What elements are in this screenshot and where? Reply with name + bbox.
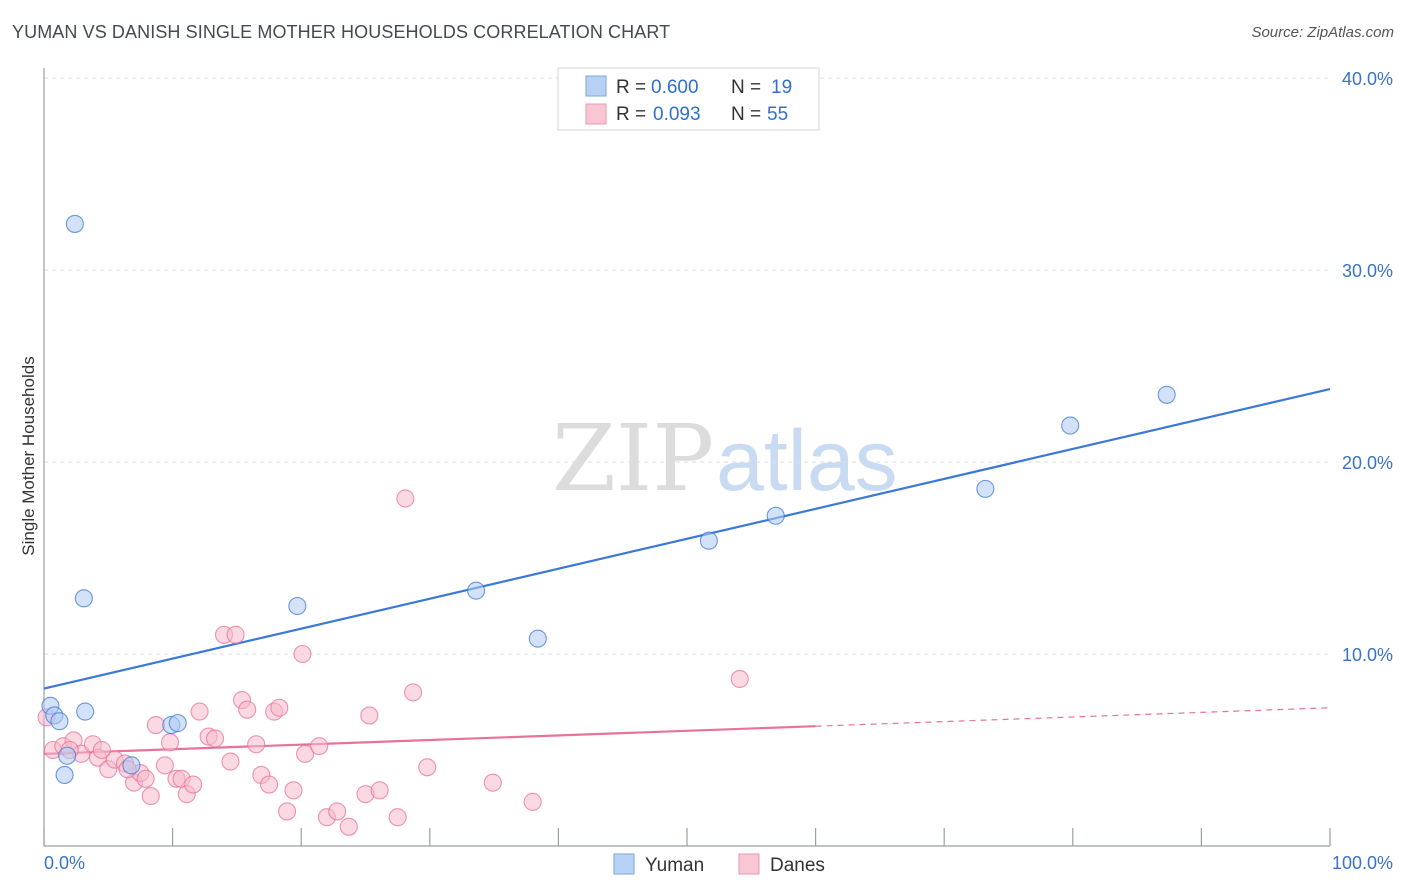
point-yuman-8 [122,756,141,775]
chart-title: YUMAN VS DANISH SINGLE MOTHER HOUSEHOLDS… [12,22,671,42]
x-ticks [43,828,1331,846]
legend-swatch-danes [585,103,607,125]
point-yuman-18 [1157,385,1176,404]
watermark-atlas: atlas [716,413,898,509]
x-tick-label-max: 100.0% [1332,853,1393,873]
point-danes-37 [296,744,315,763]
legend-swatch-yuman [585,75,607,97]
point-yuman-7 [76,702,95,721]
point-danes-20 [184,775,203,794]
point-danes-29 [247,735,266,754]
x-tick-label-min: 0.0% [44,853,85,873]
y-tick-label-40: 40.0% [1342,69,1393,89]
data-points [37,214,1176,836]
y-tick-labels: 10.0% 20.0% 30.0% 40.0% [1342,69,1393,665]
point-danes-28 [238,700,257,719]
legend-n-value-yuman: 19 [771,77,792,98]
point-danes-35 [284,781,303,800]
point-danes-23 [205,729,225,748]
bottom-legend-label-yuman: Yuman [645,855,704,876]
point-danes-16 [160,733,180,752]
point-yuman-3 [55,765,74,785]
point-yuman-4 [58,746,77,765]
legend-r-value-danes: 0.093 [653,104,701,125]
point-danes-51 [730,669,749,689]
point-danes-50 [523,792,542,811]
bottom-legend-swatch-yuman [613,853,635,875]
point-danes-31 [259,775,279,794]
point-danes-53 [92,740,111,760]
trend-line-danes-extension [815,707,1331,727]
legend-n-label-danes: N = [731,104,761,125]
legend-n-label-yuman: N = [731,77,761,98]
bottom-legend-label-danes: Danes [770,855,825,876]
point-danes-12 [136,769,155,788]
bottom-legend: Yuman Danes [613,853,825,876]
point-yuman-14 [699,531,718,550]
point-yuman-11 [288,596,307,616]
point-danes-13 [141,787,160,806]
point-yuman-13 [528,629,547,648]
y-axis-label: Single Mother Households [19,356,38,555]
point-danes-40 [328,802,347,821]
point-danes-46 [396,489,415,508]
point-danes-34 [278,802,297,821]
point-yuman-6 [74,589,93,608]
point-yuman-15 [766,506,785,525]
legend-r-value-yuman: 0.600 [651,77,699,98]
legend-r-label-danes: R = [616,104,646,125]
point-danes-38 [310,737,329,756]
point-danes-36 [293,644,312,664]
point-yuman-5 [65,214,84,233]
y-tick-label-20: 20.0% [1342,453,1393,473]
point-yuman-12 [467,581,486,600]
legend-box: R = 0.600 N = 19 R = 0.093 N = 55 [557,67,820,131]
point-danes-26 [226,625,245,644]
point-danes-41 [339,817,358,836]
point-danes-44 [370,781,389,800]
legend-r-label-yuman: R = [616,77,646,98]
watermark-zip: ZIP [552,405,714,512]
point-danes-47 [404,683,423,702]
legend-n-value-danes: 55 [767,104,788,125]
bottom-legend-swatch-danes [738,853,760,875]
y-tick-label-10: 10.0% [1342,645,1393,665]
point-danes-48 [418,758,437,777]
point-yuman-10 [168,714,187,733]
point-yuman-16 [976,479,995,498]
point-danes-14 [146,715,165,735]
point-danes-25 [221,752,240,771]
point-danes-21 [190,702,209,721]
point-danes-43 [360,706,379,725]
point-danes-49 [483,773,502,792]
source-label: Source: ZipAtlas.com [1251,24,1394,41]
trend-line-yuman [43,387,1331,690]
point-danes-15 [155,756,174,775]
point-danes-45 [388,808,407,827]
point-danes-33 [270,698,289,717]
point-yuman-2 [50,712,69,731]
y-tick-label-30: 30.0% [1342,261,1393,281]
gridlines [44,77,1330,655]
point-yuman-17 [1061,416,1080,435]
